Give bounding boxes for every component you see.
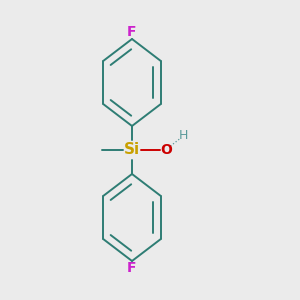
Text: O: O (160, 143, 172, 157)
Text: H: H (178, 129, 188, 142)
Text: F: F (127, 25, 137, 38)
Text: F: F (127, 262, 137, 275)
Text: Si: Si (124, 142, 140, 158)
